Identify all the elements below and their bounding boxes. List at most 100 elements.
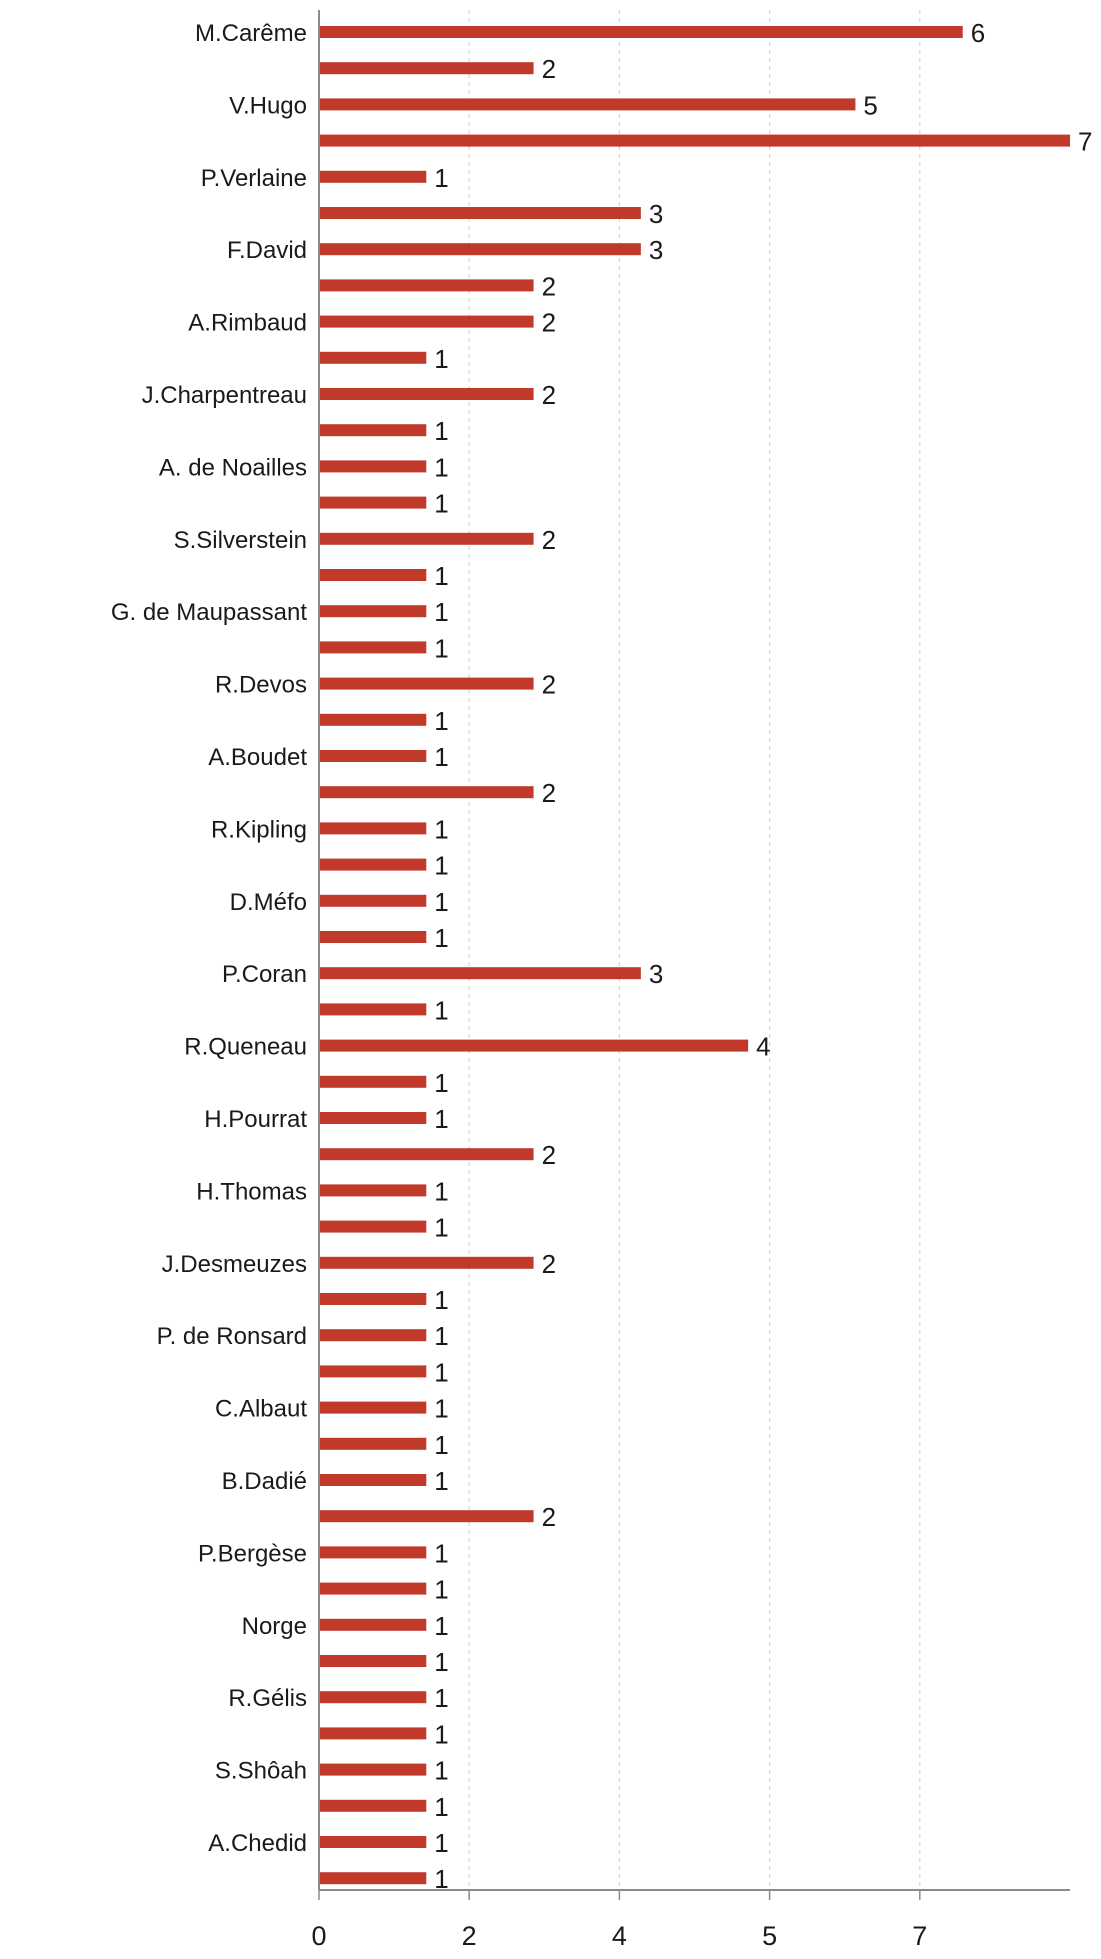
bar <box>319 1220 427 1233</box>
bar <box>319 496 427 509</box>
category-label: S.Silverstein <box>174 527 307 554</box>
bar-value-label: 2 <box>542 1140 556 1170</box>
bar <box>319 1799 427 1812</box>
x-tick-label: 5 <box>762 1921 777 1951</box>
value-labels: 6 2 5 7 1 3 3 2 2 1 2 1 1 1 2 1 1 1 2 1 1 2 1 1 1 1 3 1 4 1 1 2 1 1 2 1 1 1 1 1… <box>434 18 1092 1894</box>
bar-value-label: 1 <box>434 452 448 482</box>
bar <box>319 967 641 980</box>
x-tick-label: 4 <box>612 1921 627 1951</box>
bar <box>319 1365 427 1378</box>
category-label: S.Shôah <box>215 1758 307 1785</box>
category-label: R.Gélis <box>228 1685 307 1712</box>
bar-value-label: 1 <box>434 1068 448 1098</box>
category-labels: M.Carême V.Hugo P.Verlaine F.David A.Rimbaud… <box>111 20 307 1857</box>
bar <box>319 1401 427 1414</box>
bar-value-label: 1 <box>434 1575 448 1605</box>
bar-value-label: 1 <box>434 416 448 446</box>
bar <box>319 1437 427 1450</box>
category-label: H.Thomas <box>196 1178 307 1205</box>
bar-value-label: 1 <box>434 887 448 917</box>
bar-value-label: 2 <box>542 271 556 301</box>
bar <box>319 1691 427 1704</box>
bar-value-label: 1 <box>434 1466 448 1496</box>
bar <box>319 1184 427 1197</box>
bar-value-label: 1 <box>434 1176 448 1206</box>
bar-value-label: 1 <box>434 633 448 663</box>
bar-value-label: 1 <box>434 923 448 953</box>
bar <box>319 931 427 943</box>
bar-value-label: 7 <box>1078 127 1092 157</box>
bar-value-label: 1 <box>434 1538 448 1568</box>
bar-value-label: 1 <box>434 1321 448 1351</box>
bar <box>319 858 427 871</box>
category-label: R.Kipling <box>211 816 307 843</box>
bar <box>319 569 427 581</box>
bar-value-label: 1 <box>434 1792 448 1822</box>
bar <box>319 1075 427 1088</box>
bar <box>319 1546 427 1559</box>
bar <box>319 677 534 690</box>
bar <box>319 98 856 111</box>
category-label: R.Devos <box>215 672 307 699</box>
x-tick-label: 0 <box>311 1921 326 1951</box>
bar-value-label: 2 <box>542 1249 556 1279</box>
bar <box>319 388 534 400</box>
category-label: J.Charpentreau <box>142 382 307 409</box>
bar-value-label: 1 <box>434 1430 448 1460</box>
bar <box>319 1582 427 1595</box>
bar <box>319 243 641 256</box>
category-label: F.David <box>227 237 307 264</box>
bar <box>319 26 963 38</box>
bar-value-label: 1 <box>434 814 448 844</box>
bar <box>319 894 427 907</box>
bar-value-label: 2 <box>542 54 556 84</box>
bar-value-label: 1 <box>434 995 448 1025</box>
bar <box>319 315 534 328</box>
bar-value-label: 3 <box>649 199 663 229</box>
category-label: A. de Noailles <box>159 454 307 481</box>
bar <box>319 279 534 292</box>
bar <box>319 641 427 654</box>
category-label: P. de Ronsard <box>157 1323 307 1350</box>
category-label: M.Carême <box>195 20 307 47</box>
x-tick-labels: 0 2 4 5 7 <box>311 1921 927 1951</box>
bar <box>319 786 534 799</box>
bar-value-label: 1 <box>434 1756 448 1786</box>
bar <box>319 713 427 726</box>
bar <box>319 170 427 183</box>
bar-value-label: 1 <box>434 1285 448 1315</box>
bar-value-label: 6 <box>971 18 985 48</box>
bar <box>319 351 427 364</box>
category-label: A.Boudet <box>208 744 307 771</box>
grid-lines <box>468 10 921 1890</box>
bar <box>319 750 427 762</box>
bar-value-label: 1 <box>434 163 448 193</box>
bar-value-label: 1 <box>434 344 448 374</box>
bar-value-label: 1 <box>434 1647 448 1677</box>
category-label: G. de Maupassant <box>111 599 307 626</box>
bar-value-label: 1 <box>434 1864 448 1894</box>
bar-value-label: 2 <box>542 778 556 808</box>
bar <box>319 1727 427 1740</box>
bar-value-label: 3 <box>649 235 663 265</box>
bar <box>319 1293 427 1305</box>
bar-value-label: 2 <box>542 525 556 555</box>
bar-value-label: 2 <box>542 1502 556 1532</box>
bar <box>319 460 427 473</box>
bar <box>319 1003 427 1016</box>
bar-value-label: 1 <box>434 1213 448 1243</box>
bar-value-label: 1 <box>434 1104 448 1134</box>
x-tick-label: 2 <box>462 1921 477 1951</box>
bar <box>319 822 427 835</box>
category-label: J.Desmeuzes <box>162 1251 307 1278</box>
category-label: C.Albaut <box>215 1396 307 1423</box>
category-label: R.Queneau <box>184 1034 307 1061</box>
bar-value-label: 2 <box>542 308 556 338</box>
category-label: V.Hugo <box>229 92 307 119</box>
bar <box>319 1655 427 1667</box>
bar-value-label: 3 <box>649 959 663 989</box>
bar-value-label: 1 <box>434 706 448 736</box>
category-label: P.Coran <box>222 961 307 988</box>
bar <box>319 1836 427 1848</box>
